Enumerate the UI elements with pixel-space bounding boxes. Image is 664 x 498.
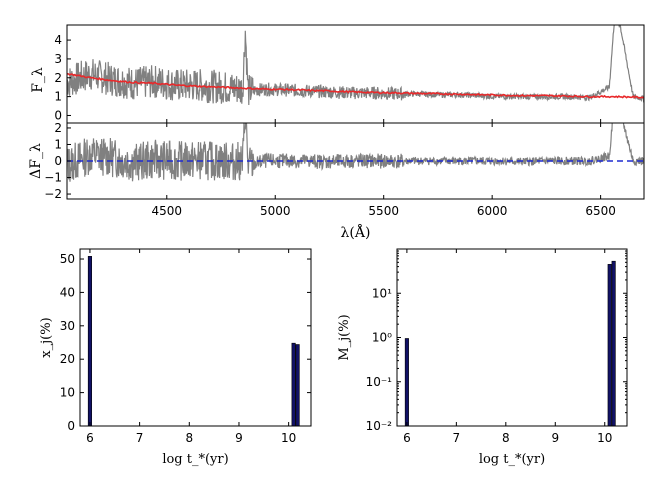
mj-xtick-label: 7 (453, 431, 461, 445)
xj-ytick-label: 0 (67, 419, 75, 433)
mj-bar (611, 260, 616, 427)
mj-bar (404, 338, 409, 427)
mj-ytick-label: 10⁻¹ (366, 375, 393, 389)
mj-frame (396, 248, 628, 427)
mj-xtick-label: 9 (551, 431, 559, 445)
mj-ytick-label: 10¹ (372, 286, 392, 300)
residual-xtick-label: 5500 (368, 204, 399, 218)
xj-ytick-label: 30 (60, 319, 75, 333)
spectrum-panel: 0 1 2 3 4 F_λ (30, 24, 645, 124)
xj-ytick-label: 20 (60, 352, 75, 366)
residual-line (67, 123, 644, 182)
mass-fraction-panel: 6 7 8 9 10 10⁻² 10⁻¹ 10⁰ 10¹ log t_*(yr) M_j(%) (337, 248, 628, 467)
xj-ytick-label: 10 (60, 386, 75, 400)
xj-bar (87, 256, 92, 427)
mj-ytick-label: 10⁰ (372, 331, 392, 345)
spectrum-ytick-label: 1 (54, 90, 62, 104)
xj-frame (79, 248, 312, 427)
xj-bar (295, 344, 300, 427)
xj-ytick-label: 50 (60, 252, 75, 266)
residual-xtick-label: 5000 (260, 204, 291, 218)
residual-xtick-label: 4500 (152, 204, 183, 218)
residual-xtick-label: 6000 (477, 204, 508, 218)
mj-ytick-label: 10⁻² (366, 419, 393, 433)
mj-xtick-label: 10 (597, 431, 612, 445)
xj-bar (291, 342, 296, 427)
light-fraction-panel: 6 7 8 9 10 0 10 20 30 40 50 log t_*(yr) x_j(%) (39, 248, 312, 467)
xj-xtick-label: 8 (185, 431, 193, 445)
model-spectrum-line (67, 73, 644, 99)
residual-ytick-label: 2 (54, 121, 62, 135)
spectrum-frame (66, 24, 645, 124)
wavelength-xlabel: λ(Å) (341, 223, 371, 241)
mj-xlabel: log t_*(yr) (479, 452, 545, 467)
mj-ylabel: M_j(%) (337, 314, 352, 360)
spectrum-ytick-label: 0 (54, 108, 62, 122)
xj-ytick-label: 40 (60, 285, 75, 299)
spectrum-ytick-label: 3 (54, 52, 62, 66)
xj-xtick-label: 7 (136, 431, 144, 445)
residual-ytick-label: −2 (44, 187, 62, 201)
xj-ylabel: x_j(%) (39, 317, 54, 357)
observed-spectrum-line (67, 25, 644, 106)
xj-xtick-label: 10 (281, 431, 296, 445)
spectrum-ytick-label: 4 (54, 33, 62, 47)
xj-xtick-label: 6 (86, 431, 94, 445)
xj-xtick-label: 9 (235, 431, 243, 445)
xj-xlabel: log t_*(yr) (162, 452, 228, 467)
residual-ytick-label: 1 (54, 137, 62, 151)
spectrum-ytick-label: 2 (54, 71, 62, 85)
residual-ytick-label: −1 (44, 171, 62, 185)
residual-ytick-label: 0 (54, 154, 62, 168)
mj-xtick-label: 6 (403, 431, 411, 445)
residual-xtick-label: 6500 (585, 204, 616, 218)
mj-bar (607, 264, 612, 427)
residual-panel: −2 −1 0 1 2 4500 5000 5500 6000 6500 ΔF_λ λ(Å) (28, 121, 645, 241)
spectrum-ylabel: F_λ (30, 67, 46, 93)
residual-ylabel: ΔF_λ (28, 143, 44, 179)
mj-xtick-label: 8 (502, 431, 510, 445)
